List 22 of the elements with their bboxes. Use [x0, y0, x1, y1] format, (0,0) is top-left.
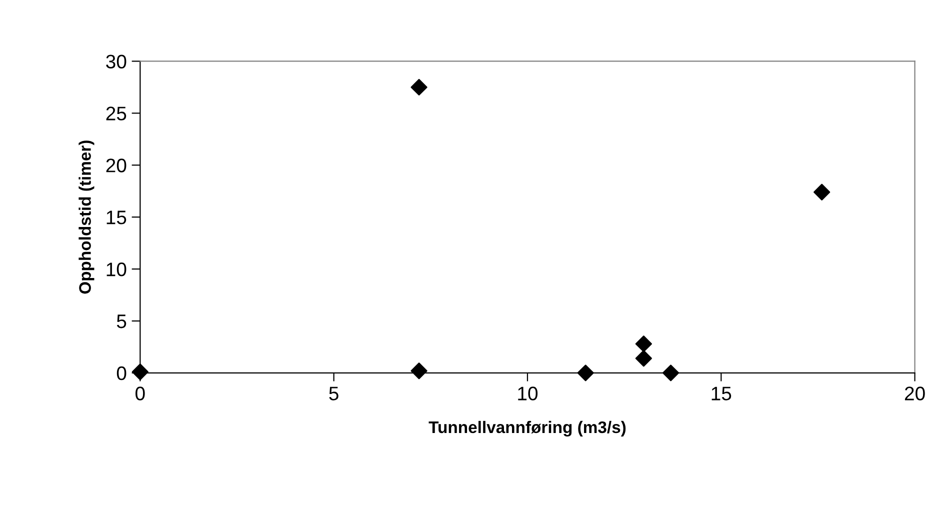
x-tick-label: 10	[518, 386, 538, 400]
point	[132, 364, 148, 380]
x-tick-label: 0	[136, 386, 145, 400]
point	[635, 336, 652, 352]
point	[635, 350, 652, 367]
y-tick-label: 20	[106, 158, 126, 172]
y-tick-label: 5	[116, 314, 126, 328]
point	[577, 364, 594, 382]
y-tick-label: 10	[106, 262, 126, 276]
point	[410, 362, 428, 380]
y-tick-label: 0	[116, 366, 126, 380]
x-tick-label: 20	[904, 386, 925, 400]
x-tick-label: 5	[329, 386, 338, 400]
point	[662, 364, 680, 382]
point	[410, 78, 428, 96]
y-tick-label: 25	[106, 106, 126, 120]
x-axis-title: Tunnellvannføring (m3/s)	[428, 420, 626, 437]
y-axis-title: Oppholdstid (timer)	[78, 140, 94, 294]
y-tick-label: 30	[106, 54, 126, 68]
point	[814, 184, 830, 200]
x-tick-label: 15	[712, 386, 732, 400]
y-tick-label: 15	[106, 210, 126, 224]
